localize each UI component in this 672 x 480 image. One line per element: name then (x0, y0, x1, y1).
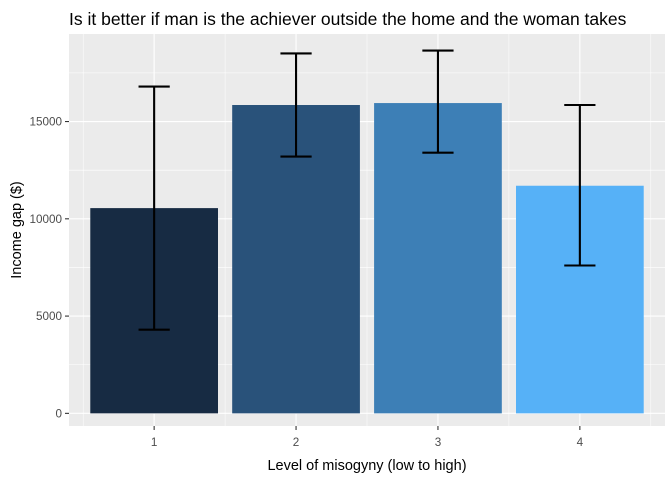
chart-title: Is it better if man is the achiever outs… (69, 9, 627, 29)
y-tick-label: 0 (55, 407, 62, 420)
y-tick-label: 5000 (36, 310, 63, 323)
x-tick-label: 4 (577, 436, 584, 449)
y-axis-title: Income gap ($) (9, 181, 25, 279)
x-tick-label: 2 (293, 436, 300, 449)
y-tick-label: 10000 (29, 213, 62, 226)
x-axis-title: Level of misogyny (low to high) (267, 458, 466, 474)
error-bar-4 (564, 103, 596, 267)
bar-3 (374, 103, 502, 414)
y-tick-label: 15000 (29, 116, 62, 129)
error-bars-group (138, 49, 596, 331)
error-bar-2 (280, 52, 312, 158)
y-axis: 0 5000 10000 15000 (29, 116, 69, 420)
error-bar-3 (422, 49, 454, 154)
x-tick-label: 1 (151, 436, 158, 449)
x-axis: 1 2 3 4 (151, 426, 584, 449)
x-tick-label: 3 (435, 436, 442, 449)
error-bar-1 (138, 85, 170, 331)
